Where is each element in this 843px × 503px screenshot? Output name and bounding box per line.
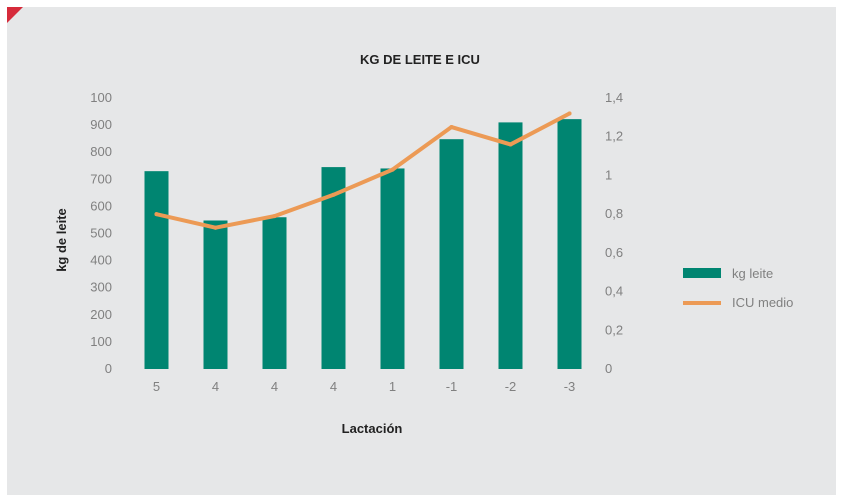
- line-series: [154, 111, 572, 230]
- left-axis-ticks: 0 100 200 300 400 500 600 700 800 900 100: [90, 90, 112, 376]
- left-tick-label: 300: [90, 280, 112, 295]
- right-axis-ticks: 0 0,2 0,4 0,6 0,8 1 1,2 1,4: [605, 90, 623, 376]
- left-tick-label: 200: [90, 307, 112, 322]
- bar: [321, 167, 346, 369]
- bar: [144, 171, 169, 369]
- left-tick-label: 0: [105, 361, 112, 376]
- line-point: [331, 192, 336, 197]
- left-tick-label: 500: [90, 226, 112, 241]
- chart-panel: KG DE LEITE E ICU 0 100 200 300 400 500 600 700…: [7, 7, 836, 495]
- bar: [380, 168, 405, 369]
- bar: [557, 119, 582, 369]
- bar-series: [144, 119, 582, 369]
- bar: [498, 122, 523, 369]
- left-tick-label: 600: [90, 198, 112, 213]
- x-tick-label: 5: [153, 379, 160, 394]
- bar: [203, 220, 228, 369]
- chart-svg: KG DE LEITE E ICU 0 100 200 300 400 500 600 700…: [54, 52, 793, 436]
- bar: [439, 139, 464, 369]
- corner-accent: [7, 7, 23, 23]
- right-tick-label: 0,8: [605, 206, 623, 221]
- legend-label-line: ICU medio: [732, 295, 793, 310]
- right-tick-label: 1: [605, 167, 612, 182]
- chart-title: KG DE LEITE E ICU: [360, 52, 480, 67]
- legend-label-bar: kg leite: [732, 266, 773, 281]
- line-point: [567, 111, 572, 116]
- line-point: [390, 167, 395, 172]
- right-tick-label: 0,2: [605, 322, 623, 337]
- left-tick-label: 800: [90, 144, 112, 159]
- line-point: [449, 125, 454, 130]
- line-point: [154, 212, 159, 217]
- right-tick-label: 0: [605, 361, 612, 376]
- x-tick-label: -3: [564, 379, 576, 394]
- left-tick-label: 100: [90, 90, 112, 105]
- x-tick-label: 4: [271, 379, 278, 394]
- x-tick-label: 4: [212, 379, 219, 394]
- x-axis-ticks: 5 4 4 4 1 -1 -2 -3: [153, 379, 575, 394]
- x-tick-label: -1: [446, 379, 458, 394]
- x-axis-label: Lactación: [342, 421, 403, 436]
- right-tick-label: 0,6: [605, 245, 623, 260]
- x-tick-label: 1: [389, 379, 396, 394]
- line-point: [272, 214, 277, 219]
- line-path: [154, 111, 572, 230]
- x-tick-label: -2: [505, 379, 517, 394]
- legend-swatch-bar: [683, 268, 721, 278]
- right-tick-label: 1,4: [605, 90, 623, 105]
- line-point: [508, 142, 513, 147]
- bar: [262, 217, 287, 369]
- left-tick-label: 400: [90, 253, 112, 268]
- right-tick-label: 1,2: [605, 129, 623, 144]
- line-point: [213, 225, 218, 230]
- right-tick-label: 0,4: [605, 284, 623, 299]
- x-tick-label: 4: [330, 379, 337, 394]
- y-axis-label: kg de leite: [54, 208, 69, 272]
- left-tick-label: 100: [90, 334, 112, 349]
- legend: kg leite ICU medio: [683, 266, 793, 310]
- left-tick-label: 900: [90, 117, 112, 132]
- left-tick-label: 700: [90, 171, 112, 186]
